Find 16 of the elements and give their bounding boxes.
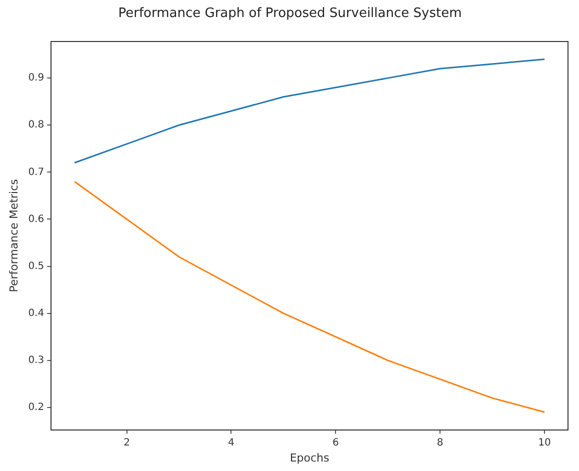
- y-tick-label: 0.4: [28, 308, 44, 319]
- x-tick-label: 8: [436, 437, 444, 448]
- y-tick-label: 0.5: [28, 260, 44, 272]
- y-tick-label: 0.9: [28, 72, 44, 84]
- x-tick-label: 2: [124, 437, 130, 448]
- y-tick-label: 0.7: [28, 166, 44, 178]
- x-tick-label: 4: [228, 437, 234, 448]
- x-tick-label: 6: [332, 437, 339, 448]
- y-tick-label: 0.2: [28, 402, 44, 414]
- x-axis-title: Epochs: [290, 451, 330, 464]
- x-tick-label: 10: [538, 437, 551, 448]
- y-tick-label: 0.3: [28, 354, 44, 366]
- chart-title: Performance Graph of Proposed Surveillance System: [118, 6, 462, 22]
- y-tick-label: 0.8: [28, 120, 44, 131]
- y-axis-title: Performance Metrics: [7, 178, 20, 292]
- y-tick-label: 0.6: [28, 214, 44, 225]
